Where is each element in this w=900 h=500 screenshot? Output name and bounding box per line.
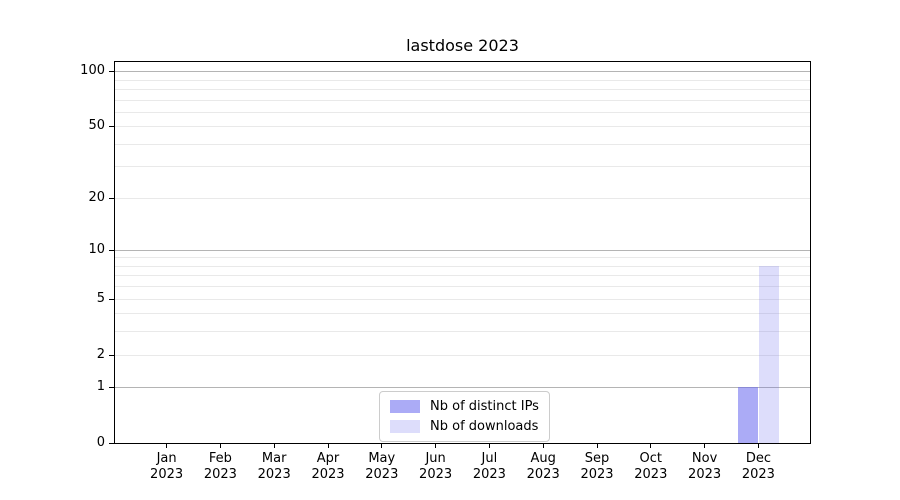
x-tick-month: Sep [584, 451, 610, 466]
y-tick [109, 443, 115, 444]
y-gridline-minor [115, 166, 810, 168]
x-tick-month: Dec [745, 451, 771, 466]
legend-item-downloads: Nb of downloads [390, 419, 539, 434]
x-tick [542, 443, 544, 448]
x-tick-label: May 2023 [350, 451, 414, 483]
x-tick [166, 443, 168, 448]
x-tick [435, 443, 437, 448]
bar-distinct-ips [737, 387, 758, 443]
legend-swatch-downloads [390, 420, 420, 433]
x-tick [219, 443, 221, 448]
y-gridline-minor [115, 354, 810, 356]
x-tick-month: Apr [316, 451, 340, 466]
x-tick-label: Apr 2023 [296, 451, 360, 483]
x-tick-label: Jan 2023 [135, 451, 199, 483]
y-gridline-minor [115, 298, 810, 300]
x-tick-month: Jun [425, 451, 446, 466]
y-gridline-minor [115, 143, 810, 145]
y-tick-label: 0 [96, 435, 105, 450]
y-gridline-minor [115, 257, 810, 259]
x-tick-year: 2023 [150, 467, 184, 482]
y-gridline-minor [115, 79, 810, 81]
x-tick-year: 2023 [365, 467, 399, 482]
y-gridline-major [115, 387, 810, 389]
y-tick [109, 354, 115, 356]
x-tick-month: Aug [530, 451, 556, 466]
x-tick-label: Dec 2023 [726, 451, 790, 483]
x-tick-label: Mar 2023 [242, 451, 306, 483]
y-gridline-major [115, 249, 810, 251]
x-tick [650, 443, 652, 448]
y-tick [109, 71, 115, 72]
x-tick-year: 2023 [472, 467, 506, 482]
x-tick [596, 443, 598, 448]
legend-label-distinct-ips: Nb of distinct IPs [430, 399, 539, 414]
y-tick-label: 2 [96, 346, 105, 362]
y-gridline-minor [115, 111, 810, 113]
y-gridline-minor [115, 286, 810, 288]
legend: Nb of distinct IPs Nb of downloads [379, 391, 550, 442]
x-tick-year: 2023 [580, 467, 614, 482]
x-tick-year: 2023 [688, 467, 722, 482]
legend-label-downloads: Nb of downloads [430, 419, 539, 434]
x-tick [381, 443, 383, 448]
y-gridline-minor [115, 99, 810, 101]
y-gridline-minor [115, 313, 810, 315]
y-gridline-major [115, 71, 810, 72]
x-tick-year: 2023 [203, 467, 237, 482]
x-tick-month: May [368, 451, 396, 466]
y-tick-label: 20 [88, 189, 105, 205]
chart-title: lastdose 2023 [406, 36, 519, 55]
x-tick [273, 443, 275, 448]
y-tick-label: 1 [96, 379, 105, 395]
x-tick-year: 2023 [419, 467, 453, 482]
y-tick-label: 5 [96, 290, 105, 306]
legend-item-distinct-ips: Nb of distinct IPs [390, 399, 539, 414]
x-tick-label: Oct 2023 [619, 451, 683, 483]
y-tick [109, 387, 115, 389]
x-tick-year: 2023 [311, 467, 345, 482]
bar-downloads [758, 265, 779, 443]
x-tick-month: Jan [156, 451, 177, 466]
x-tick-label: Jul 2023 [457, 451, 521, 483]
y-tick [109, 249, 115, 251]
x-tick [488, 443, 490, 448]
y-gridline-minor [115, 126, 810, 128]
x-tick-label: Nov 2023 [673, 451, 737, 483]
y-tick-label: 10 [88, 241, 105, 257]
x-tick-year: 2023 [257, 467, 291, 482]
x-tick-month: Oct [639, 451, 663, 466]
y-tick-label: 100 [80, 63, 105, 78]
x-tick [757, 443, 759, 448]
legend-swatch-distinct-ips [390, 400, 420, 413]
y-gridline-minor [115, 197, 810, 199]
x-tick-month: Feb [208, 451, 232, 466]
x-tick-label: Sep 2023 [565, 451, 629, 483]
y-gridline-minor [115, 88, 810, 90]
y-tick-label: 50 [88, 118, 105, 134]
x-tick-year: 2023 [526, 467, 560, 482]
y-tick [109, 197, 115, 199]
x-tick-month: Mar [261, 451, 287, 466]
x-tick [704, 443, 706, 448]
x-tick-label: Aug 2023 [511, 451, 575, 483]
x-tick-month: Nov [691, 451, 718, 466]
x-tick-year: 2023 [634, 467, 668, 482]
x-tick-month: Jul [481, 451, 498, 466]
x-tick-label: Jun 2023 [404, 451, 468, 483]
y-tick [109, 126, 115, 128]
x-tick-year: 2023 [741, 467, 775, 482]
y-gridline-minor [115, 275, 810, 277]
y-tick [109, 298, 115, 300]
y-gridline-minor [115, 331, 810, 333]
plot-area: Nb of distinct IPs Nb of downloads 0 1 2 5 1… [80, 61, 811, 482]
y-gridline-minor [115, 265, 810, 267]
x-tick [327, 443, 329, 448]
x-tick-label: Feb 2023 [188, 451, 252, 483]
